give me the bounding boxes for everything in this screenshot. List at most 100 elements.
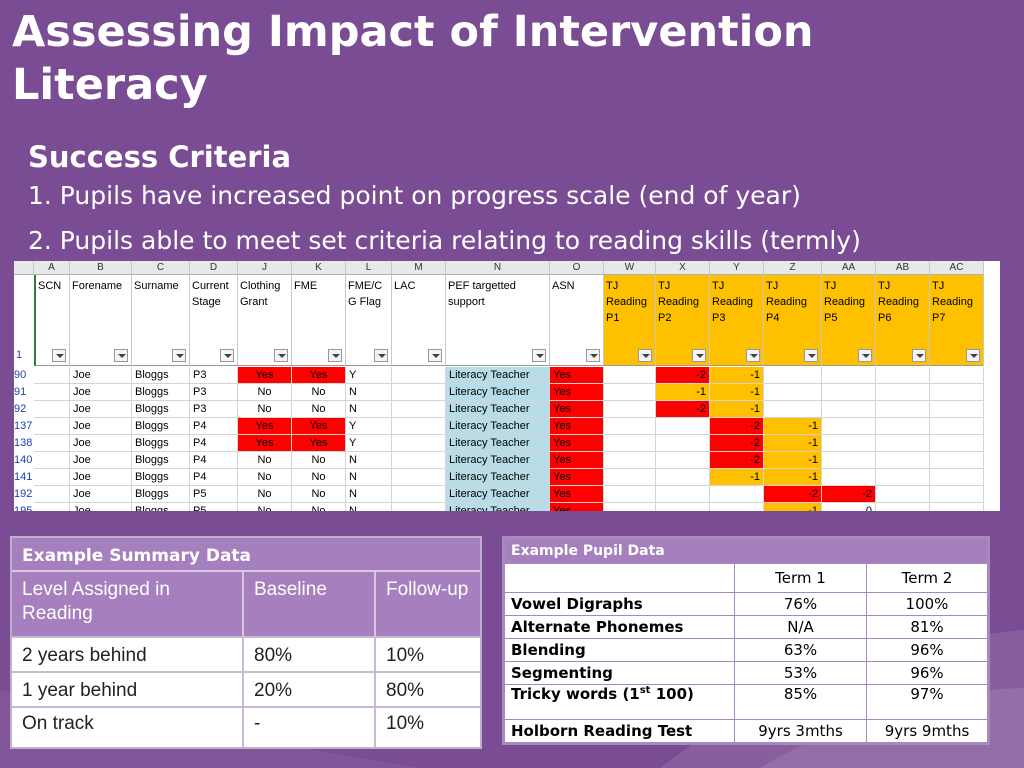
sheet-cell[interactable]: Yes [550, 503, 604, 511]
sheet-cell[interactable] [392, 401, 446, 418]
sheet-cell[interactable]: -1 [710, 469, 764, 486]
sheet-cell[interactable] [392, 418, 446, 435]
sheet-cell[interactable] [656, 435, 710, 452]
sheet-cell[interactable] [876, 486, 930, 503]
sheet-cell[interactable]: No [292, 384, 346, 401]
sheet-cell[interactable]: Literacy Teacher [446, 384, 550, 401]
column-letter[interactable]: N [446, 261, 550, 275]
filter-dropdown-icon[interactable] [52, 349, 66, 362]
sheet-cell[interactable]: Bloggs [132, 367, 190, 384]
sheet-cell[interactable]: Bloggs [132, 384, 190, 401]
sheet-cell[interactable] [876, 367, 930, 384]
sheet-cell[interactable] [930, 435, 984, 452]
column-letter[interactable]: X [656, 261, 710, 275]
sheet-cell[interactable] [34, 469, 70, 486]
sheet-cell[interactable]: No [238, 452, 292, 469]
sheet-cell[interactable] [392, 469, 446, 486]
sheet-cell[interactable] [764, 401, 822, 418]
sheet-cell[interactable] [876, 401, 930, 418]
sheet-cell[interactable]: Literacy Teacher [446, 452, 550, 469]
sheet-cell[interactable]: Yes [550, 418, 604, 435]
sheet-cell[interactable] [34, 384, 70, 401]
sheet-cell[interactable]: P4 [190, 418, 238, 435]
sheet-cell[interactable]: -1 [764, 503, 822, 511]
sheet-cell[interactable] [710, 486, 764, 503]
column-letter[interactable]: Z [764, 261, 822, 275]
sheet-cell[interactable]: Yes [550, 452, 604, 469]
column-letter[interactable]: Y [710, 261, 764, 275]
sheet-cell[interactable] [34, 503, 70, 511]
sheet-cell[interactable]: No [292, 503, 346, 511]
sheet-cell[interactable] [604, 486, 656, 503]
sheet-cell[interactable]: P3 [190, 401, 238, 418]
sheet-cell[interactable]: Literacy Teacher [446, 469, 550, 486]
sheet-cell[interactable]: N [346, 452, 392, 469]
sheet-cell[interactable]: -2 [710, 452, 764, 469]
sheet-cell[interactable]: Literacy Teacher [446, 401, 550, 418]
sheet-cell[interactable] [392, 452, 446, 469]
column-letter[interactable]: W [604, 261, 656, 275]
sheet-cell[interactable]: -1 [764, 469, 822, 486]
sheet-cell[interactable]: Yes [550, 367, 604, 384]
sheet-cell[interactable]: P4 [190, 469, 238, 486]
filter-dropdown-icon[interactable] [804, 349, 818, 362]
column-letter[interactable]: C [132, 261, 190, 275]
column-letter[interactable]: K [292, 261, 346, 275]
filter-dropdown-icon[interactable] [274, 349, 288, 362]
sheet-cell[interactable] [604, 435, 656, 452]
sheet-cell[interactable]: Literacy Teacher [446, 418, 550, 435]
sheet-cell[interactable] [822, 384, 876, 401]
sheet-cell[interactable] [34, 401, 70, 418]
sheet-cell[interactable] [656, 418, 710, 435]
sheet-cell[interactable]: Joe [70, 469, 132, 486]
column-letter[interactable]: L [346, 261, 392, 275]
sheet-cell[interactable] [822, 418, 876, 435]
sheet-cell[interactable] [392, 367, 446, 384]
sheet-cell[interactable]: N [346, 469, 392, 486]
sheet-cell[interactable]: Bloggs [132, 401, 190, 418]
sheet-cell[interactable]: Yes [550, 401, 604, 418]
sheet-cell[interactable]: Yes [550, 486, 604, 503]
column-letter[interactable]: D [190, 261, 238, 275]
sheet-cell[interactable] [822, 469, 876, 486]
sheet-cell[interactable] [34, 418, 70, 435]
sheet-cell[interactable]: No [238, 469, 292, 486]
row-number[interactable]: 91 [14, 386, 27, 398]
sheet-cell[interactable] [930, 503, 984, 511]
sheet-cell[interactable] [876, 384, 930, 401]
sheet-cell[interactable]: Joe [70, 486, 132, 503]
sheet-cell[interactable] [656, 486, 710, 503]
column-letter[interactable]: A [34, 261, 70, 275]
sheet-cell[interactable]: Joe [70, 435, 132, 452]
row-number[interactable]: 141 [14, 471, 33, 483]
sheet-cell[interactable]: -1 [710, 367, 764, 384]
sheet-cell[interactable]: P3 [190, 384, 238, 401]
sheet-cell[interactable]: -1 [710, 384, 764, 401]
filter-dropdown-icon[interactable] [328, 349, 342, 362]
sheet-cell[interactable] [930, 401, 984, 418]
sheet-cell[interactable]: -1 [764, 418, 822, 435]
row-number[interactable]: 138 [14, 437, 33, 449]
sheet-cell[interactable]: No [238, 384, 292, 401]
sheet-cell[interactable]: Yes [550, 469, 604, 486]
filter-dropdown-icon[interactable] [966, 349, 980, 362]
sheet-cell[interactable]: Y [346, 367, 392, 384]
filter-dropdown-icon[interactable] [374, 349, 388, 362]
sheet-cell[interactable] [822, 452, 876, 469]
row-number[interactable]: 195 [14, 505, 33, 511]
sheet-cell[interactable]: Literacy Teacher [446, 435, 550, 452]
sheet-cell[interactable] [604, 503, 656, 511]
filter-dropdown-icon[interactable] [638, 349, 652, 362]
sheet-cell[interactable] [930, 486, 984, 503]
sheet-cell[interactable]: N [346, 486, 392, 503]
sheet-cell[interactable]: -1 [710, 401, 764, 418]
sheet-cell[interactable] [822, 367, 876, 384]
sheet-cell[interactable]: P4 [190, 452, 238, 469]
sheet-cell[interactable] [34, 435, 70, 452]
sheet-cell[interactable]: Yes [292, 435, 346, 452]
sheet-cell[interactable]: -2 [764, 486, 822, 503]
sheet-cell[interactable]: No [292, 401, 346, 418]
sheet-cell[interactable]: No [292, 469, 346, 486]
row-number[interactable]: 192 [14, 488, 33, 500]
filter-dropdown-icon[interactable] [858, 349, 872, 362]
